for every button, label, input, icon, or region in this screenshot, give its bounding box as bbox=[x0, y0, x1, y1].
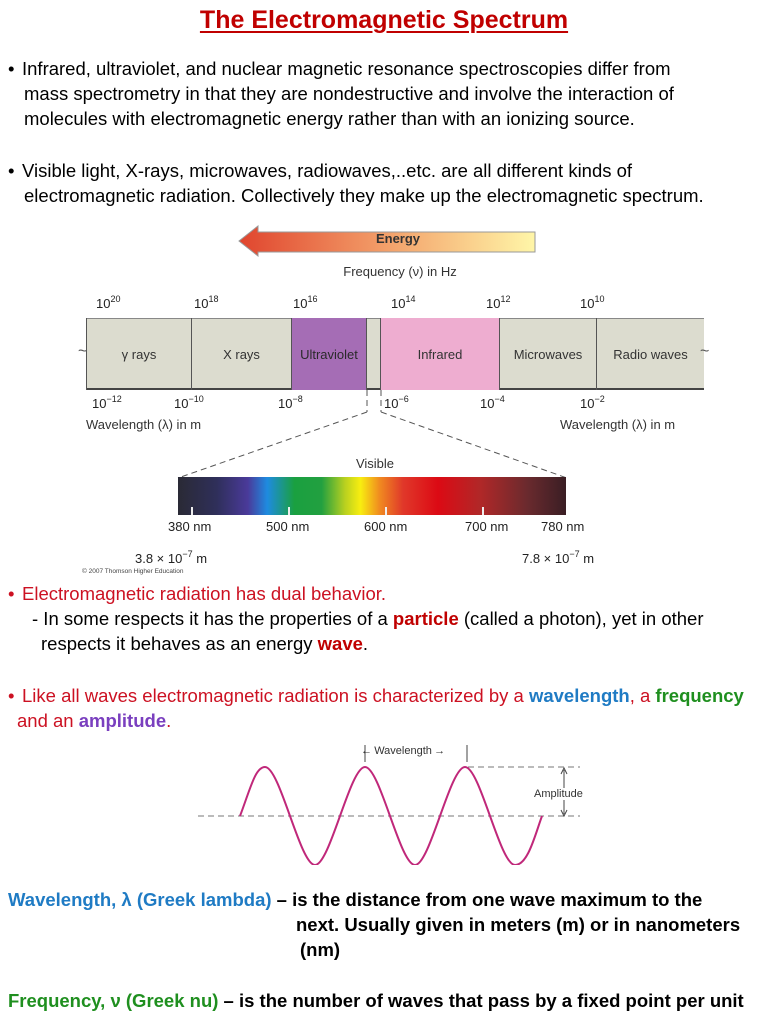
visible-spectrum-gradient bbox=[178, 477, 566, 515]
dual-text: (called a photon), yet in other bbox=[458, 608, 704, 629]
freq-tick: 1018 bbox=[194, 294, 219, 311]
bullet-line: Visible light, X-rays, microwaves, radio… bbox=[22, 160, 633, 181]
keyword-amplitude: amplitude bbox=[78, 710, 167, 731]
bullet-nondestructive: • Infrared, ultraviolet, and nuclear magn… bbox=[8, 56, 758, 131]
wavelength-marker: ← Wavelength → bbox=[361, 745, 446, 757]
band-ultraviolet: Ultraviolet bbox=[292, 318, 367, 390]
visible-max-meters: 7.8 × 10−7 m bbox=[522, 549, 595, 566]
band-gamma-rays: γ rays bbox=[86, 318, 192, 390]
wavelength-tick: 10−8 bbox=[278, 394, 303, 411]
wavelength-tick: 10−2 bbox=[580, 394, 605, 411]
keyword-wavelength: wavelength bbox=[528, 685, 630, 706]
wavelength-tick: 10−6 bbox=[384, 394, 409, 411]
bullet-dot: • bbox=[8, 685, 15, 706]
visible-tick-380: 380 nm bbox=[168, 519, 212, 534]
freq-tick: 1014 bbox=[391, 294, 416, 311]
waves-text: . bbox=[166, 710, 172, 731]
energy-arrow-icon bbox=[238, 224, 536, 258]
page-title: The Electromagnetic Spectrum bbox=[199, 6, 569, 34]
bullet-dot: • bbox=[8, 583, 15, 604]
copyright-notice: © 2007 Thomson Higher Education bbox=[82, 568, 184, 575]
keyword-wave: wave bbox=[317, 633, 363, 654]
band-visible-slot bbox=[367, 318, 381, 390]
sine-wave-diagram bbox=[198, 745, 580, 865]
dual-headline: Electromagnetic radiation has dual behav… bbox=[22, 583, 387, 604]
bullet-line: Infrared, ultraviolet, and nuclear magne… bbox=[22, 58, 671, 79]
amplitude-label: Amplitude bbox=[534, 788, 583, 800]
frequency-axis-label: Frequency (ν) in Hz bbox=[343, 264, 457, 279]
bullet-line: electromagnetic radiation. Collectively … bbox=[24, 185, 704, 206]
freq-tick: 1010 bbox=[580, 294, 605, 311]
energy-label: Energy bbox=[375, 231, 421, 246]
keyword-frequency: frequency bbox=[655, 685, 744, 706]
wavelength-axis-label-right: Wavelength (λ) in m bbox=[560, 417, 676, 432]
band-radio-waves: Radio waves bbox=[613, 346, 688, 362]
visible-min-meters: 3.8 × 10−7 m bbox=[135, 549, 208, 566]
keyword-particle: particle bbox=[392, 608, 459, 629]
visible-label: Visible bbox=[355, 456, 395, 471]
bullet-dual-behavior: • Electromagnetic radiation has dual beha… bbox=[8, 581, 758, 656]
axis-break-right-icon: ~ bbox=[700, 343, 710, 360]
band-infrared: Infrared bbox=[381, 318, 500, 390]
wavelength-tick: 10−10 bbox=[174, 394, 204, 411]
freq-tick: 1020 bbox=[96, 294, 121, 311]
wavelength-definition: (nm) bbox=[300, 939, 341, 960]
visible-tick-700: 700 nm bbox=[465, 519, 509, 534]
wavelength-definition: – is the distance from one wave maximum … bbox=[271, 889, 703, 910]
wavelength-term: Wavelength, λ (Greek lambda) bbox=[8, 889, 272, 910]
dual-text: . bbox=[362, 633, 369, 654]
dual-text: respects it behaves as an energy bbox=[41, 633, 318, 654]
frequency-term: Frequency, ν (Greek nu) bbox=[8, 990, 219, 1011]
band-microwaves: Microwaves bbox=[500, 318, 597, 390]
freq-tick: 1016 bbox=[293, 294, 318, 311]
axis-break-left-icon: ~ bbox=[78, 343, 88, 360]
freq-tick: 1012 bbox=[486, 294, 511, 311]
visible-tick-500: 500 nm bbox=[266, 519, 310, 534]
bullet-dot: • bbox=[8, 160, 15, 181]
waves-text: and an bbox=[17, 710, 79, 731]
bullet-line: mass spectrometry in that they are nonde… bbox=[24, 83, 674, 104]
visible-tick-780: 780 nm bbox=[541, 519, 585, 534]
dual-text: - In some respects it has the properties… bbox=[32, 608, 393, 629]
wavelength-tick: 10−12 bbox=[92, 394, 122, 411]
bullet-line: molecules with electromagnetic energy ra… bbox=[24, 108, 635, 129]
frequency-definition: – is the number of waves that pass by a … bbox=[218, 990, 744, 1011]
visible-expansion-lines bbox=[177, 390, 568, 479]
band-x-rays: X rays bbox=[192, 318, 292, 390]
wavelength-axis-label-left: Wavelength (λ) in m bbox=[86, 417, 202, 432]
wavelength-tick: 10−4 bbox=[480, 394, 505, 411]
wavelength-marker-label: Wavelength bbox=[374, 745, 432, 757]
waves-text: Like all waves electromagnetic radiation… bbox=[22, 685, 529, 706]
bullet-em-radiation: • Visible light, X-rays, microwaves, radi… bbox=[8, 158, 758, 208]
wavelength-definition: next. Usually given in meters (m) or in … bbox=[296, 914, 741, 935]
visible-tick-600: 600 nm bbox=[364, 519, 408, 534]
bullet-dot: • bbox=[8, 58, 15, 79]
definition-wavelength: Wavelength, λ (Greek lambda) – is the di… bbox=[8, 887, 768, 962]
bullet-wave-properties: • Like all waves electromagnetic radiatio… bbox=[8, 683, 758, 733]
waves-text: , a bbox=[629, 685, 656, 706]
definition-frequency: Frequency, ν (Greek nu) – is the number … bbox=[8, 988, 768, 1013]
